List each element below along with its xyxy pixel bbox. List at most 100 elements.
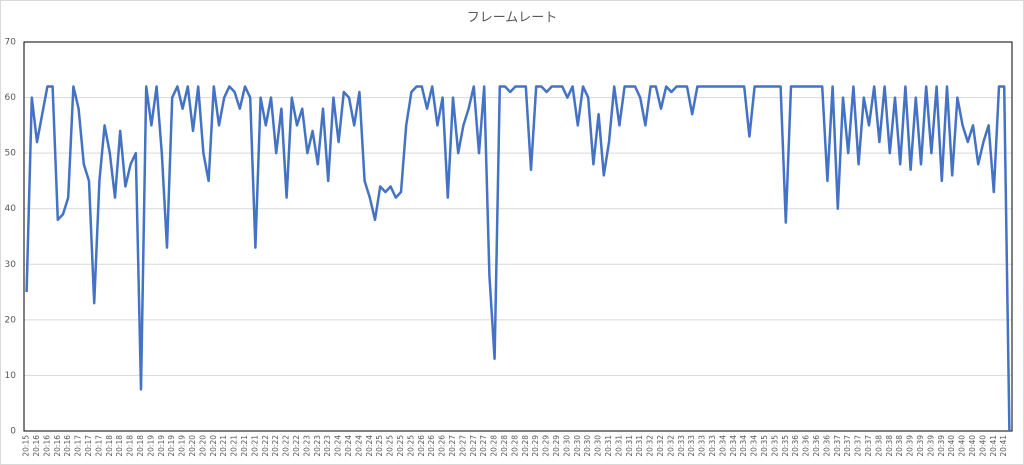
x-tick-label: 20:37 <box>843 435 852 457</box>
y-tick-label: 40 <box>5 204 17 214</box>
x-tick-label: 20:21 <box>219 435 228 457</box>
x-tick-label: 20:22 <box>282 435 291 457</box>
x-tick-label: 20:40 <box>947 435 956 457</box>
x-tick-label: 20:38 <box>895 435 904 457</box>
x-tick-label: 20:38 <box>885 435 894 457</box>
x-tick-label: 20:26 <box>427 435 436 457</box>
x-tick-label: 20:33 <box>677 435 686 457</box>
x-tick-label: 20:33 <box>687 435 696 457</box>
x-tick-label: 20:16 <box>42 435 51 457</box>
x-tick-label: 20:27 <box>469 435 478 457</box>
x-tick-label: 20:41 <box>989 435 998 457</box>
x-tick-label: 20:35 <box>760 435 769 457</box>
x-tick-label: 20:20 <box>188 435 197 457</box>
x-tick-label: 20:34 <box>739 435 748 457</box>
x-tick-label: 20:25 <box>396 435 405 457</box>
x-tick-label: 20:19 <box>157 435 166 457</box>
x-tick-label: 20:25 <box>375 435 384 457</box>
x-tick-label: 20:20 <box>209 435 218 457</box>
x-tick-label: 20:32 <box>666 435 675 457</box>
x-tick-label: 20:31 <box>604 435 613 457</box>
data-line <box>25 85 1011 432</box>
x-tick-label: 20:30 <box>583 435 592 457</box>
x-tick-label: 20:31 <box>614 435 623 457</box>
x-tick-label: 20:34 <box>750 435 759 457</box>
x-tick-label: 20:39 <box>937 435 946 457</box>
x-tick-label: 20:39 <box>926 435 935 457</box>
x-tick-label: 20:35 <box>770 435 779 457</box>
x-tick-label: 20:38 <box>874 435 883 457</box>
x-tick-label: 20:27 <box>479 435 488 457</box>
x-tick-label: 20:40 <box>978 435 987 457</box>
y-tick-label: 10 <box>5 371 17 381</box>
x-tick-label: 20:18 <box>115 435 124 457</box>
x-tick-label: 20:29 <box>531 435 540 457</box>
x-tick-label: 20:39 <box>906 435 915 457</box>
x-tick-label: 20:40 <box>958 435 967 457</box>
x-tick-label: 20:26 <box>438 435 447 457</box>
x-tick-label: 20:30 <box>594 435 603 457</box>
x-tick-label: 20:17 <box>84 435 93 457</box>
x-tick-label: 20:16 <box>32 435 41 457</box>
x-tick-label: 20:32 <box>656 435 665 457</box>
x-tick-label: 20:24 <box>334 435 343 457</box>
x-tick-label: 20:35 <box>781 435 790 457</box>
x-tick-label: 20:21 <box>240 435 249 457</box>
x-tick-label: 20:33 <box>698 435 707 457</box>
x-tick-label: 20:21 <box>250 435 259 457</box>
plot-area <box>23 41 1013 432</box>
x-tick-label: 20:23 <box>313 435 322 457</box>
x-tick-label: 20:18 <box>126 435 135 457</box>
x-tick-label: 20:27 <box>448 435 457 457</box>
x-tick-label: 20:31 <box>635 435 644 457</box>
x-tick-label: 20:19 <box>146 435 155 457</box>
x-tick-label: 20:26 <box>417 435 426 457</box>
x-tick-label: 20:32 <box>646 435 655 457</box>
y-tick-label: 50 <box>5 149 17 159</box>
x-tick-label: 20:23 <box>302 435 311 457</box>
x-tick-label: 20:17 <box>94 435 103 457</box>
x-tick-label: 20:22 <box>261 435 270 457</box>
x-tick-label: 20:25 <box>386 435 395 457</box>
x-tick-label: 20:37 <box>854 435 863 457</box>
x-tick-label: 20:27 <box>458 435 467 457</box>
x-tick-label: 20:39 <box>916 435 925 457</box>
x-tick-label: 20:18 <box>105 435 114 457</box>
y-tick-label: 70 <box>5 38 17 48</box>
x-tick-label: 20:34 <box>718 435 727 457</box>
x-tick-label: 20:33 <box>708 435 717 457</box>
x-tick-label: 20:29 <box>552 435 561 457</box>
x-tick-label: 20:20 <box>198 435 207 457</box>
x-tick-label: 20:37 <box>833 435 842 457</box>
x-tick-label: 20:37 <box>864 435 873 457</box>
x-tick-label: 20:22 <box>271 435 280 457</box>
y-tick-label: 20 <box>5 315 17 325</box>
x-tick-label: 20:24 <box>365 435 374 457</box>
x-tick-label: 20:24 <box>354 435 363 457</box>
x-tick-label: 20:15 <box>22 435 31 457</box>
x-tick-label: 20:40 <box>968 435 977 457</box>
y-tick-label: 0 <box>10 427 16 437</box>
x-tick-label: 20:21 <box>230 435 239 457</box>
x-tick-label: 20:23 <box>323 435 332 457</box>
chart-title: フレームレート <box>467 11 558 26</box>
x-tick-label: 20:31 <box>625 435 634 457</box>
x-tick-label: 20:34 <box>729 435 738 457</box>
x-tick-label: 20:29 <box>542 435 551 457</box>
x-tick-label: 20:30 <box>573 435 582 457</box>
x-tick-label: 20:19 <box>178 435 187 457</box>
x-tick-label: 20:36 <box>812 435 821 457</box>
x-tick-label: 20:18 <box>136 435 145 457</box>
x-tick-label: 20:25 <box>406 435 415 457</box>
y-tick-label: 60 <box>5 93 17 103</box>
x-tick-label: 20:16 <box>63 435 72 457</box>
x-tick-label: 20:28 <box>510 435 519 457</box>
x-tick-label: 20:22 <box>292 435 301 457</box>
x-tick-label: 20:36 <box>791 435 800 457</box>
x-tick-label: 20:28 <box>500 435 509 457</box>
x-tick-label: 20:28 <box>490 435 499 457</box>
x-tick-label: 20:30 <box>562 435 571 457</box>
x-tick-label: 20:41 <box>999 435 1008 457</box>
